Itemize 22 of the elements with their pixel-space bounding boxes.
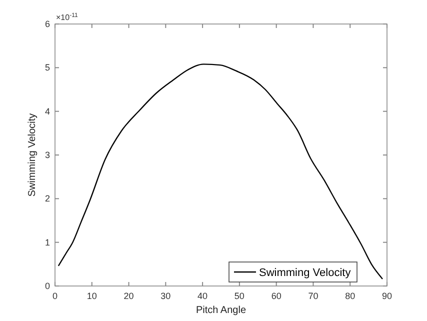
x-tick-label: 40 xyxy=(198,291,208,301)
y-tick-label: 3 xyxy=(44,150,50,160)
text: ×10$^{-11}$ xyxy=(56,12,78,22)
line-series xyxy=(58,64,383,280)
y-axis-title: Swimming Velocity xyxy=(27,113,38,197)
x-tick-label: 90 xyxy=(382,291,392,301)
y-tick-label: 2 xyxy=(44,194,50,204)
x-tick-label: 20 xyxy=(124,291,134,301)
y-tick-label: 0 xyxy=(44,281,50,291)
x-tick-label: 70 xyxy=(308,291,318,301)
x-tick-label: 60 xyxy=(271,291,282,301)
x-tick-label: 0 xyxy=(52,291,58,301)
x-axis-title: Pitch Angle xyxy=(196,305,246,316)
x-tick-label: 50 xyxy=(234,291,244,301)
y-tick-label: 5 xyxy=(44,62,50,73)
legend-label: Swimming Velocity xyxy=(259,267,352,279)
y-tick-label: 1 xyxy=(44,237,50,248)
x-tick-label: 10 xyxy=(86,291,97,301)
y-tick-label: 6 xyxy=(44,19,50,29)
x-tick-label: 80 xyxy=(345,291,356,301)
y-tick-label: 4 xyxy=(44,106,50,116)
x-tick-label: 30 xyxy=(160,291,171,301)
